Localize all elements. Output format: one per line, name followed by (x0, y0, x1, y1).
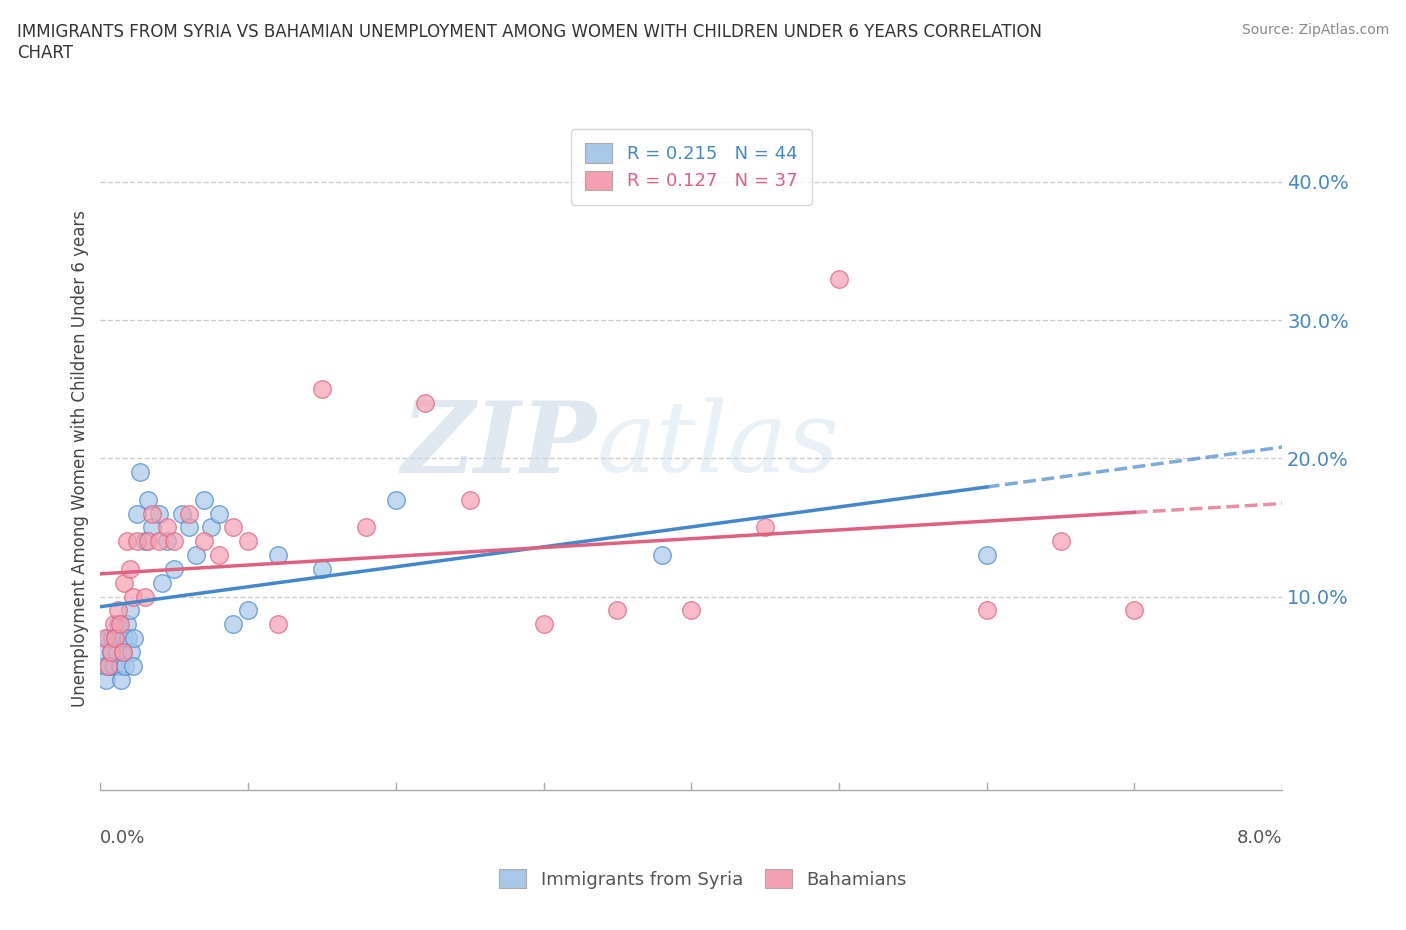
Point (100, 644, 122, 659)
Text: ZIP: ZIP (402, 397, 596, 493)
Point (134, 590, 156, 604)
Point (186, 548, 208, 563)
Point (91, 644, 114, 659)
Point (200, 520, 222, 535)
Y-axis label: Unemployment Among Women with Children Under 6 years: Unemployment Among Women with Children U… (72, 210, 89, 707)
Point (98, 658, 121, 673)
Point (121, 590, 143, 604)
Point (152, 576, 174, 591)
Point (121, 658, 143, 673)
Point (976, 603, 998, 618)
Point (458, 492, 481, 507)
Point (193, 534, 215, 549)
Point (134, 534, 156, 549)
Point (193, 492, 215, 507)
Point (266, 548, 288, 563)
Point (129, 465, 152, 480)
Point (111, 644, 134, 659)
Point (606, 603, 628, 618)
Point (107, 617, 129, 631)
Point (127, 534, 149, 549)
Point (148, 534, 170, 549)
Point (1049, 534, 1071, 549)
Point (415, 395, 437, 410)
Point (103, 617, 125, 631)
Point (101, 631, 124, 645)
Text: 0.0%: 0.0% (100, 829, 146, 847)
Point (754, 520, 776, 535)
Point (115, 534, 138, 549)
Point (177, 506, 200, 521)
Point (114, 658, 136, 673)
Point (533, 617, 555, 631)
Point (311, 562, 333, 577)
Point (118, 603, 141, 618)
Point (156, 534, 179, 549)
Point (170, 506, 193, 521)
Point (311, 382, 333, 397)
Legend: Immigrants from Syria, Bahamians: Immigrants from Syria, Bahamians (491, 860, 915, 897)
Text: Source: ZipAtlas.com: Source: ZipAtlas.com (1241, 23, 1389, 37)
Point (1123, 603, 1146, 618)
Point (207, 506, 229, 521)
Point (94, 658, 117, 673)
Point (120, 644, 142, 659)
Point (236, 603, 259, 618)
Point (108, 617, 131, 631)
Point (163, 534, 186, 549)
Point (118, 562, 141, 577)
Point (124, 631, 146, 645)
Point (136, 534, 159, 549)
Point (104, 631, 127, 645)
Point (651, 548, 673, 563)
Point (385, 492, 408, 507)
Point (110, 672, 132, 687)
Point (97, 658, 120, 673)
Point (266, 617, 288, 631)
Point (94, 631, 117, 645)
Point (103, 658, 125, 673)
Text: atlas: atlas (596, 397, 839, 493)
Point (97, 631, 120, 645)
Text: 8.0%: 8.0% (1237, 829, 1282, 847)
Point (236, 534, 259, 549)
Point (156, 520, 179, 535)
Point (127, 506, 149, 521)
Text: IMMIGRANTS FROM SYRIA VS BAHAMIAN UNEMPLOYMENT AMONG WOMEN WITH CHILDREN UNDER 6: IMMIGRANTS FROM SYRIA VS BAHAMIAN UNEMPL… (17, 23, 1042, 62)
Point (207, 548, 229, 563)
Point (681, 603, 703, 618)
Point (115, 617, 138, 631)
Point (356, 520, 378, 535)
Point (104, 631, 127, 645)
Point (96, 672, 118, 687)
Point (976, 548, 998, 563)
Point (148, 506, 170, 521)
Point (141, 506, 163, 521)
Point (107, 603, 129, 618)
Point (111, 644, 134, 659)
Point (828, 272, 851, 286)
Point (141, 520, 163, 535)
Point (117, 631, 139, 645)
Point (108, 658, 131, 673)
Point (136, 492, 159, 507)
Point (177, 520, 200, 535)
Point (112, 631, 135, 645)
Point (222, 520, 245, 535)
Point (163, 562, 186, 577)
Point (112, 576, 135, 591)
Point (222, 617, 245, 631)
Point (100, 644, 122, 659)
Legend: R = 0.215   N = 44, R = 0.127   N = 37: R = 0.215 N = 44, R = 0.127 N = 37 (571, 129, 811, 205)
Point (105, 644, 128, 659)
